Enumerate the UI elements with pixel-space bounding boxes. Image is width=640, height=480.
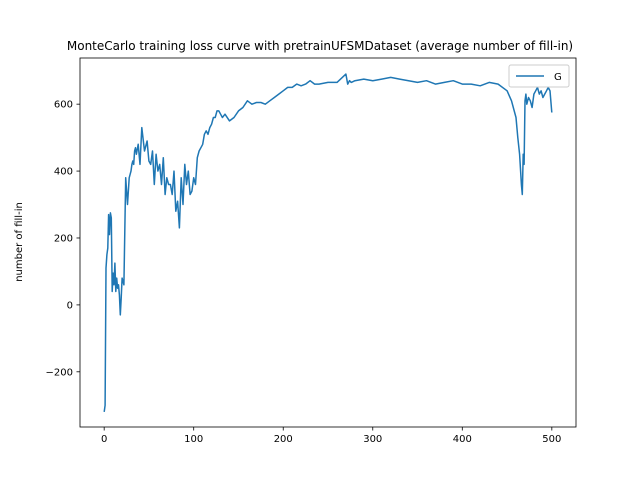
x-tick-label: 100	[184, 434, 203, 445]
legend-entry-g: G	[554, 72, 562, 83]
chart-title: MonteCarlo training loss curve with pret…	[67, 39, 573, 53]
series-line-g	[103, 73, 553, 413]
y-axis-label: number of fill-in	[14, 202, 25, 282]
y-tick-label: 0	[67, 300, 73, 311]
plot-frame	[79, 57, 577, 428]
y-tick-label: 600	[54, 100, 73, 111]
x-tick-label: 400	[453, 434, 472, 445]
y-tick-label: 400	[54, 167, 73, 178]
x-tick-label: 300	[363, 434, 382, 445]
x-tick-label: 0	[101, 434, 107, 445]
x-tick-label: 200	[274, 434, 293, 445]
y-tick-label: 200	[54, 233, 73, 244]
x-tick-label: 500	[542, 434, 561, 445]
y-tick-label: −200	[46, 367, 73, 378]
legend: G	[508, 64, 570, 88]
